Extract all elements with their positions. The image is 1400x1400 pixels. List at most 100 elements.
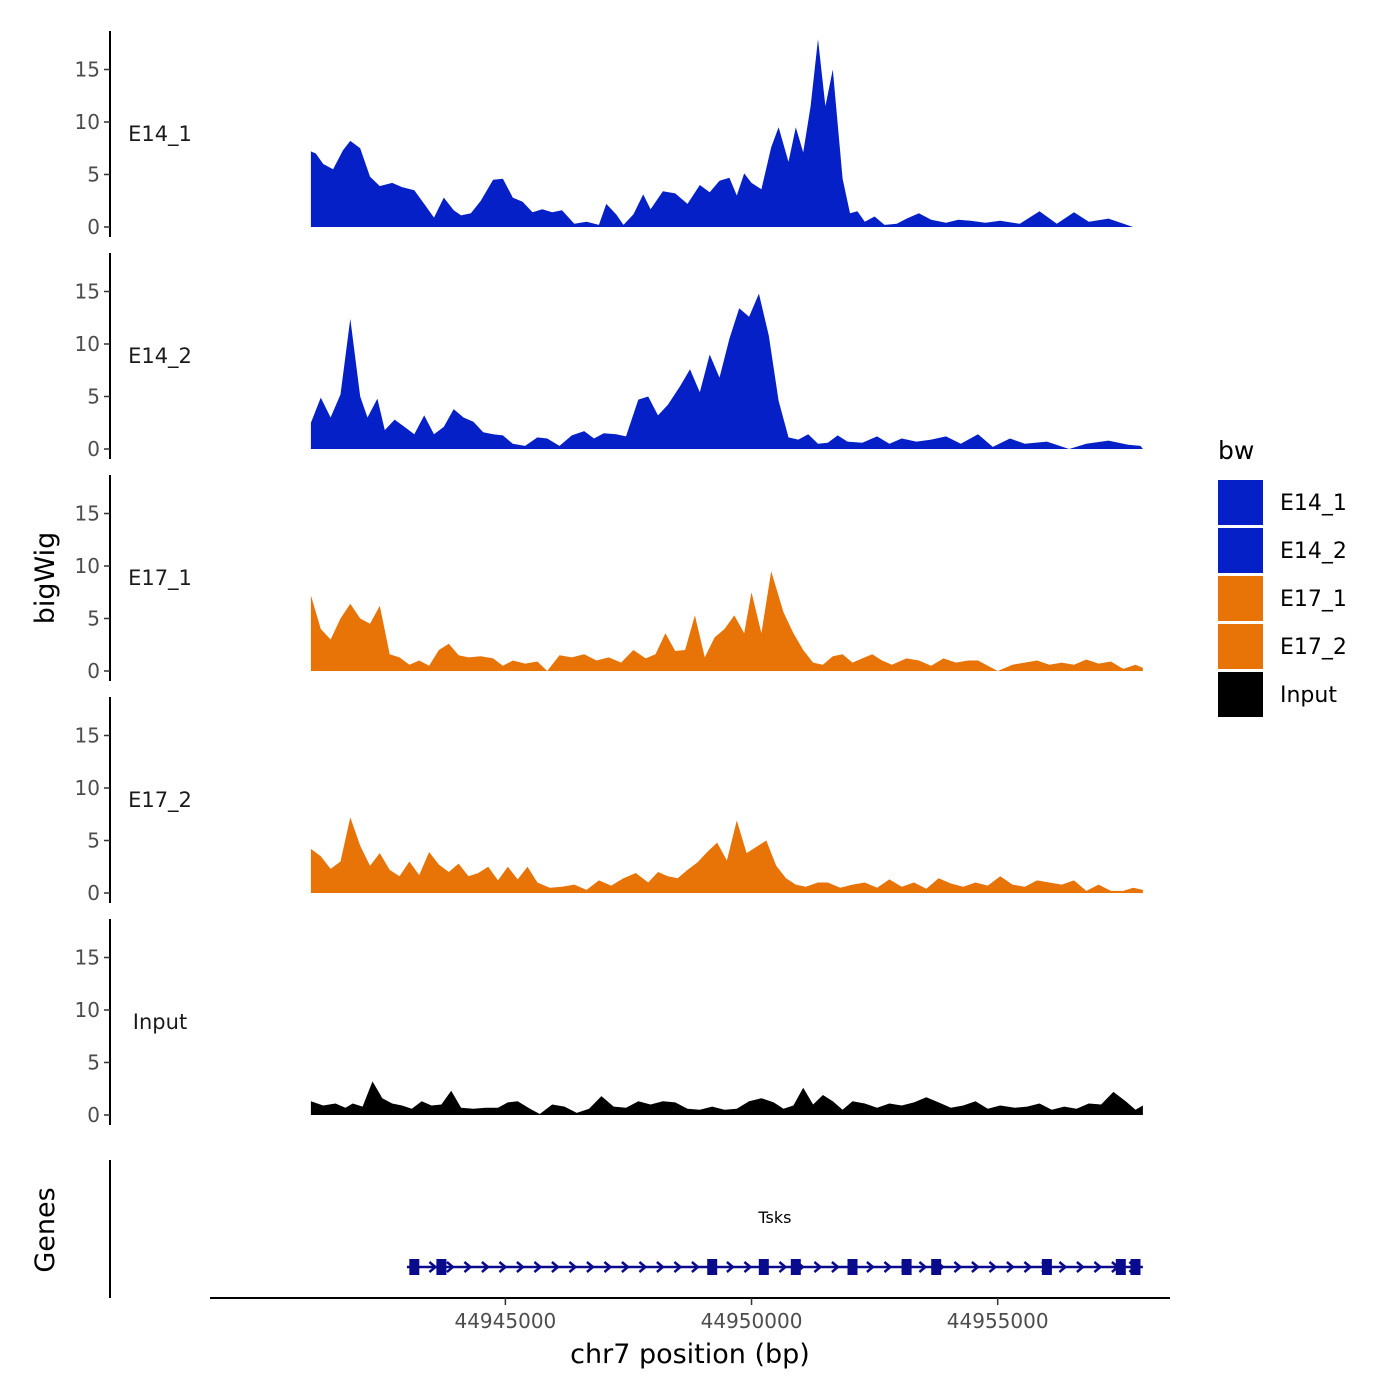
exon xyxy=(436,1259,447,1275)
legend-swatch-e17_2 xyxy=(1218,624,1263,669)
gene-track: Tsks xyxy=(109,1160,1143,1298)
y-tick-label: 10 xyxy=(75,776,100,800)
strand-arrow xyxy=(463,1261,473,1273)
y-tick-label: 5 xyxy=(87,1051,100,1075)
strand-arrow xyxy=(988,1261,998,1273)
strand-arrow xyxy=(481,1261,490,1273)
y-tick-label: 15 xyxy=(75,724,100,748)
y-tick-label: 0 xyxy=(87,881,100,905)
strand-arrow xyxy=(726,1261,735,1273)
legend-swatch-e17_1 xyxy=(1218,576,1263,621)
exon xyxy=(758,1259,769,1275)
y-tick-label: 5 xyxy=(87,385,100,409)
exon xyxy=(901,1259,912,1275)
y-tick-label: 0 xyxy=(87,437,100,461)
legend-title: bw xyxy=(1218,436,1254,465)
strand-arrow xyxy=(1023,1261,1033,1273)
strand-arrow xyxy=(673,1261,683,1273)
strand-arrow xyxy=(866,1261,875,1273)
panel-e17_1: 0 5 10 15 E17_1 xyxy=(75,475,1143,683)
y-tick-label: 5 xyxy=(87,829,100,853)
exon xyxy=(409,1259,420,1275)
legend-swatch-input xyxy=(1218,672,1263,717)
panel-e17_2: 0 5 10 15 E17_2 xyxy=(75,697,1143,905)
strand-arrow xyxy=(603,1261,613,1273)
strand-arrow xyxy=(498,1261,508,1273)
track-label-e17_1: E17_1 xyxy=(128,566,192,591)
exon xyxy=(790,1259,801,1275)
strand-arrow xyxy=(953,1261,963,1273)
strand-arrow xyxy=(516,1261,525,1273)
y-tick-label: 10 xyxy=(75,110,100,134)
legend-label-e17_1: E17_1 xyxy=(1280,587,1347,612)
signal-tracks: 0 5 10 15 E14_1 0 5 10 15 E14_2 0 5 10 15 E17_1 0 5 10 15 E… xyxy=(75,31,1143,1127)
area-e14_2 xyxy=(310,293,1143,449)
y-tick-label: 15 xyxy=(75,946,100,970)
strand-arrow xyxy=(743,1261,753,1273)
strand-arrow xyxy=(1076,1261,1085,1273)
legend-label-e14_2: E14_2 xyxy=(1280,539,1347,564)
area-e17_1 xyxy=(310,571,1143,671)
strand-arrow xyxy=(656,1261,665,1273)
strand-arrow xyxy=(551,1261,560,1273)
exon xyxy=(1041,1259,1052,1275)
track-label-e17_2: E17_2 xyxy=(128,788,192,813)
strand-arrow xyxy=(428,1261,438,1273)
strand-arrow xyxy=(446,1261,455,1273)
strand-arrow xyxy=(883,1261,893,1273)
legend-swatch-e14_2 xyxy=(1218,528,1263,573)
y-tick-label: 5 xyxy=(87,163,100,187)
y-tick-label: 15 xyxy=(75,280,100,304)
x-tick-label: 44950000 xyxy=(701,1309,803,1333)
y-tick-label: 15 xyxy=(75,58,100,82)
area-input xyxy=(310,1081,1143,1115)
strand-arrow xyxy=(533,1261,543,1273)
strand-arrow xyxy=(621,1261,630,1273)
y-tick-label: 15 xyxy=(75,502,100,526)
legend-label-e17_2: E17_2 xyxy=(1280,635,1347,660)
strand-arrow xyxy=(813,1261,823,1273)
y-tick-label: 0 xyxy=(87,1103,100,1127)
x-axis: 44945000 44950000 44955000 xyxy=(210,1297,1170,1333)
gene-track-title: Genes xyxy=(30,1187,61,1272)
strand-arrow xyxy=(971,1261,980,1273)
exon xyxy=(1115,1259,1126,1275)
y-tick-label: 10 xyxy=(75,998,100,1022)
y-tick-label: 10 xyxy=(75,332,100,356)
area-e17_2 xyxy=(310,817,1143,893)
panel-e14_2: 0 5 10 15 E14_2 xyxy=(75,253,1143,461)
legend-swatch-e14_1 xyxy=(1218,480,1263,525)
strand-arrow xyxy=(1058,1261,1068,1273)
gene-name-label: Tsks xyxy=(757,1208,791,1227)
strand-arrow xyxy=(778,1261,788,1273)
exon xyxy=(707,1259,718,1275)
y-tick-label: 10 xyxy=(75,554,100,578)
legend-label-input: Input xyxy=(1280,683,1337,708)
y-tick-label: 0 xyxy=(87,215,100,239)
strand-arrow xyxy=(586,1261,595,1273)
y-tick-label: 0 xyxy=(87,659,100,683)
area-e14_1 xyxy=(310,39,1143,227)
strand-arrow xyxy=(568,1261,578,1273)
strand-arrow xyxy=(1093,1261,1103,1273)
track-label-e14_2: E14_2 xyxy=(128,344,192,369)
x-tick-label: 44945000 xyxy=(454,1309,556,1333)
strand-arrow xyxy=(638,1261,648,1273)
track-label-e14_1: E14_1 xyxy=(128,122,192,147)
track-label-input: Input xyxy=(133,1010,187,1034)
y-tick-label: 5 xyxy=(87,607,100,631)
x-tick-label: 44955000 xyxy=(947,1309,1049,1333)
panel-input: 0 5 10 15 Input xyxy=(75,919,1143,1127)
legend: bw E14_1 E14_2 E17_1 E17_2 Input xyxy=(1218,436,1347,717)
y-axis-title: bigWig xyxy=(30,532,61,625)
legend-label-e14_1: E14_1 xyxy=(1280,491,1347,516)
exon xyxy=(1130,1259,1141,1275)
strand-arrow xyxy=(918,1261,928,1273)
exon xyxy=(847,1259,858,1275)
panel-e14_1: 0 5 10 15 E14_1 xyxy=(75,31,1143,239)
strand-arrow xyxy=(1006,1261,1015,1273)
strand-arrow xyxy=(831,1261,840,1273)
strand-arrow xyxy=(691,1261,700,1273)
